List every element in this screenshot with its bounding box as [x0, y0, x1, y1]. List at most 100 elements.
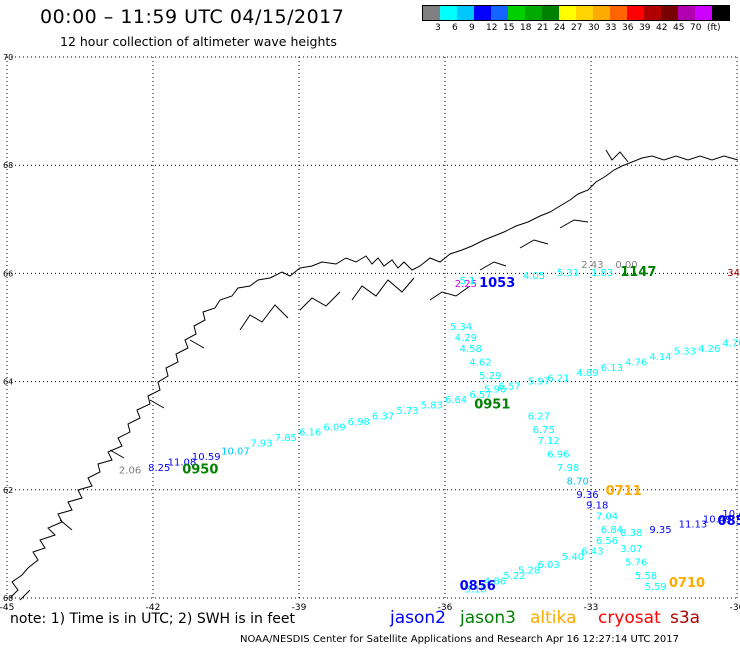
track-time-label: 0950 — [182, 463, 218, 478]
longitude-label: -45 — [0, 603, 14, 613]
legend-swatch — [678, 6, 695, 20]
wave-height-label: 4.62 — [469, 357, 491, 368]
legend-swatch — [712, 6, 729, 20]
wave-height-label: 5.83 — [421, 401, 443, 412]
wave-height-label: 5.96 — [484, 384, 506, 395]
track-time-label: 1053 — [479, 276, 515, 291]
track-time-label: 0711 — [606, 484, 642, 499]
wave-height-label: 5.58 — [635, 571, 657, 582]
wave-height-label: 6.43 — [581, 547, 603, 558]
wave-height-label: 7.93 — [250, 439, 272, 450]
wave-height-label: 11.13 — [679, 520, 708, 531]
wave-height-label: 4.86 — [484, 576, 506, 587]
legend-swatch — [644, 6, 661, 20]
satellite-jason2: jason2 — [390, 608, 446, 628]
wave-height-label: 5.28 — [518, 566, 540, 577]
legend-swatch — [457, 6, 474, 20]
wave-height-label: 5.73 — [396, 406, 418, 417]
wave-height-label: 7.98 — [557, 463, 579, 474]
wave-height-label: 4.29 — [455, 333, 477, 344]
wave-height-label: 9.36 — [576, 490, 598, 501]
legend-swatch — [576, 6, 593, 20]
coastline-inlets — [19, 149, 629, 601]
wave-height-label: 5.29 — [479, 371, 501, 382]
wave-height-label: 7.12 — [537, 436, 559, 447]
wave-height-label: 10.59 — [192, 452, 221, 463]
wave-height-label: 0.00 — [615, 260, 637, 271]
map-subtitle: 12 hour collection of altimeter wave hei… — [60, 34, 337, 49]
satellite-jason3: jason3 — [460, 608, 516, 628]
wave-height-label: 2.06 — [119, 466, 141, 477]
track-time-label: 1147 — [620, 265, 656, 280]
legend-swatch — [542, 6, 559, 20]
longitude-label: -33 — [584, 603, 599, 613]
wave-height-label: 4.05 — [523, 271, 545, 282]
wave-height-label: 6.75 — [533, 425, 555, 436]
wave-height-label: 5.31 — [557, 268, 579, 279]
wave-height-label: 4.89 — [576, 368, 598, 379]
wave-height-label: 6.98 — [348, 417, 370, 428]
wave-height-label: 6.13 — [601, 363, 623, 374]
latitude-label: 60 — [3, 594, 13, 603]
track-time-label: 0857 — [718, 514, 740, 529]
color-legend: 3 6 9 12 15 18 21 24 27 30 33 36 39 42 45 70 (ft) — [422, 5, 730, 33]
longitude-label: -39 — [292, 603, 307, 613]
wave-height-label: 5.33 — [674, 347, 696, 358]
legend-swatch — [508, 6, 525, 20]
legend-swatch — [440, 6, 457, 20]
wave-height-label: 5.22 — [503, 571, 525, 582]
wave-height-label: 2.25 — [455, 279, 477, 290]
wave-height-label: 2.43 — [581, 260, 603, 271]
legend-swatch — [593, 6, 610, 20]
longitude-label: -30 — [730, 603, 740, 613]
legend-color-bar — [422, 5, 730, 21]
wave-height-label: 5.76 — [625, 558, 647, 569]
wave-height-label: 5.40 — [562, 552, 584, 563]
legend-label: 33 — [605, 23, 617, 33]
wave-height-label: 11.08 — [168, 457, 197, 468]
legend-label: 39 — [639, 23, 651, 33]
wave-height-label: 6.09 — [323, 422, 345, 433]
legend-label: 18 — [520, 23, 532, 33]
wave-height-label: 10.07 — [221, 447, 250, 458]
legend-swatch — [610, 6, 627, 20]
wave-height-label: 6.03 — [537, 560, 559, 571]
wave-height-label: 10.49 — [722, 509, 740, 520]
legend-label: 12 — [486, 23, 498, 33]
graticule: 70 68 66 64 62 60-45 -42 -39 -36 -33 -30 — [0, 53, 740, 613]
satellite-altika: altika — [530, 608, 577, 628]
legend-swatch — [491, 6, 508, 20]
greenland-coastline — [9, 155, 739, 599]
wave-height-label: 5.34 — [450, 322, 472, 333]
legend-swatch — [474, 6, 491, 20]
wave-height-label: 6.57 — [499, 382, 521, 393]
legend-label: 9 — [469, 23, 475, 33]
footer-note: note: 1) Time is in UTC; 2) SWH is in fe… — [10, 611, 296, 627]
legend-swatch — [627, 6, 644, 20]
legend-label: (ft) — [707, 23, 721, 33]
wave-height-label: 4.14 — [649, 352, 671, 363]
legend-swatch — [525, 6, 542, 20]
longitude-label: -42 — [146, 603, 161, 613]
wave-height-label: 6.16 — [299, 428, 321, 439]
wave-height-label: 6.57 — [469, 390, 491, 401]
latitude-label: 68 — [3, 161, 13, 170]
legend-label: 30 — [588, 23, 600, 33]
wave-height-label: 8.25 — [148, 463, 170, 474]
track-time-label: 0710 — [669, 576, 705, 591]
legend-label: 36 — [622, 23, 634, 33]
wave-height-label: 8.38 — [620, 528, 642, 539]
legend-swatch — [423, 6, 440, 20]
wave-height-label: 5.18 — [464, 585, 486, 596]
wave-height-label: 7.85 — [275, 433, 297, 444]
wave-height-label: 5.59 — [645, 582, 667, 593]
wave-height-label: 8.70 — [567, 476, 589, 487]
legend-label: 24 — [554, 23, 566, 33]
wave-height-label: 4.76 — [625, 357, 647, 368]
legend-swatch — [559, 6, 576, 20]
wave-height-label: 7.04 — [596, 512, 618, 523]
map-title: 00:00 – 11:59 UTC 04/15/2017 — [40, 6, 345, 28]
wave-height-label: 34.67 — [727, 268, 740, 279]
wave-height-label: 10.49 — [703, 514, 732, 525]
